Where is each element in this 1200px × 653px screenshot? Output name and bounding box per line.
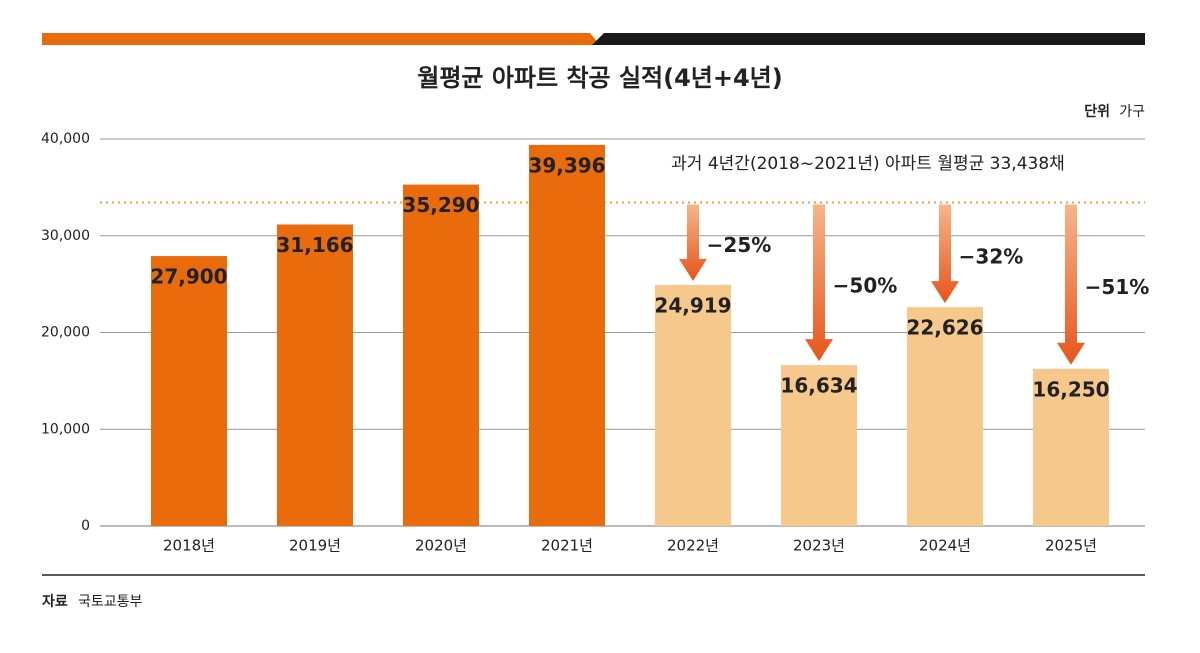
reference-label: 과거 4년간(2018~2021년) 아파트 월평균 33,438채	[671, 154, 1065, 174]
change-arrow	[679, 204, 707, 281]
header-bar	[42, 33, 600, 45]
bar	[781, 365, 857, 526]
bar	[529, 144, 605, 527]
y-tick-label: 40,000	[41, 131, 90, 147]
y-tick-label: 30,000	[41, 228, 90, 244]
value-label: 31,166	[276, 233, 353, 257]
value-label: 24,919	[654, 293, 731, 317]
x-tick-label: 2020년	[415, 537, 467, 555]
source-label: 자료	[42, 594, 68, 610]
header-bar	[592, 33, 1145, 45]
value-label: 16,250	[1032, 377, 1109, 401]
bar	[1033, 368, 1109, 526]
change-label: −50%	[833, 273, 898, 297]
x-tick-label: 2021년	[541, 537, 593, 555]
x-tick-label: 2022년	[667, 537, 719, 555]
y-tick-label: 0	[81, 518, 90, 534]
value-label: 27,900	[150, 265, 227, 289]
bar	[151, 256, 227, 526]
bar	[277, 224, 353, 527]
unit: 가구	[1119, 104, 1145, 120]
unit-label: 단위	[1084, 103, 1110, 120]
value-label: 16,634	[780, 374, 857, 398]
change-label: −32%	[959, 244, 1024, 268]
change-arrow	[931, 204, 959, 304]
source: 국토교통부	[78, 594, 143, 610]
value-label: 22,626	[906, 316, 983, 340]
bar	[403, 184, 479, 526]
x-tick-label: 2023년	[793, 537, 845, 555]
x-tick-label: 2019년	[289, 537, 341, 555]
x-tick-label: 2024년	[919, 537, 971, 555]
value-label: 35,290	[402, 193, 479, 217]
x-tick-label: 2025년	[1045, 537, 1097, 555]
bar	[907, 307, 983, 526]
bar	[655, 284, 731, 526]
change-label: −25%	[707, 233, 772, 257]
y-tick-label: 20,000	[41, 325, 90, 341]
y-tick-label: 10,000	[41, 421, 90, 437]
change-arrow	[1057, 204, 1085, 365]
chart-title: 월평균 아파트 착공 실적(4년+4년)	[417, 64, 782, 92]
value-label: 39,396	[528, 153, 605, 177]
x-tick-label: 2018년	[163, 537, 215, 555]
change-arrow	[805, 204, 833, 362]
change-label: −51%	[1085, 275, 1150, 299]
